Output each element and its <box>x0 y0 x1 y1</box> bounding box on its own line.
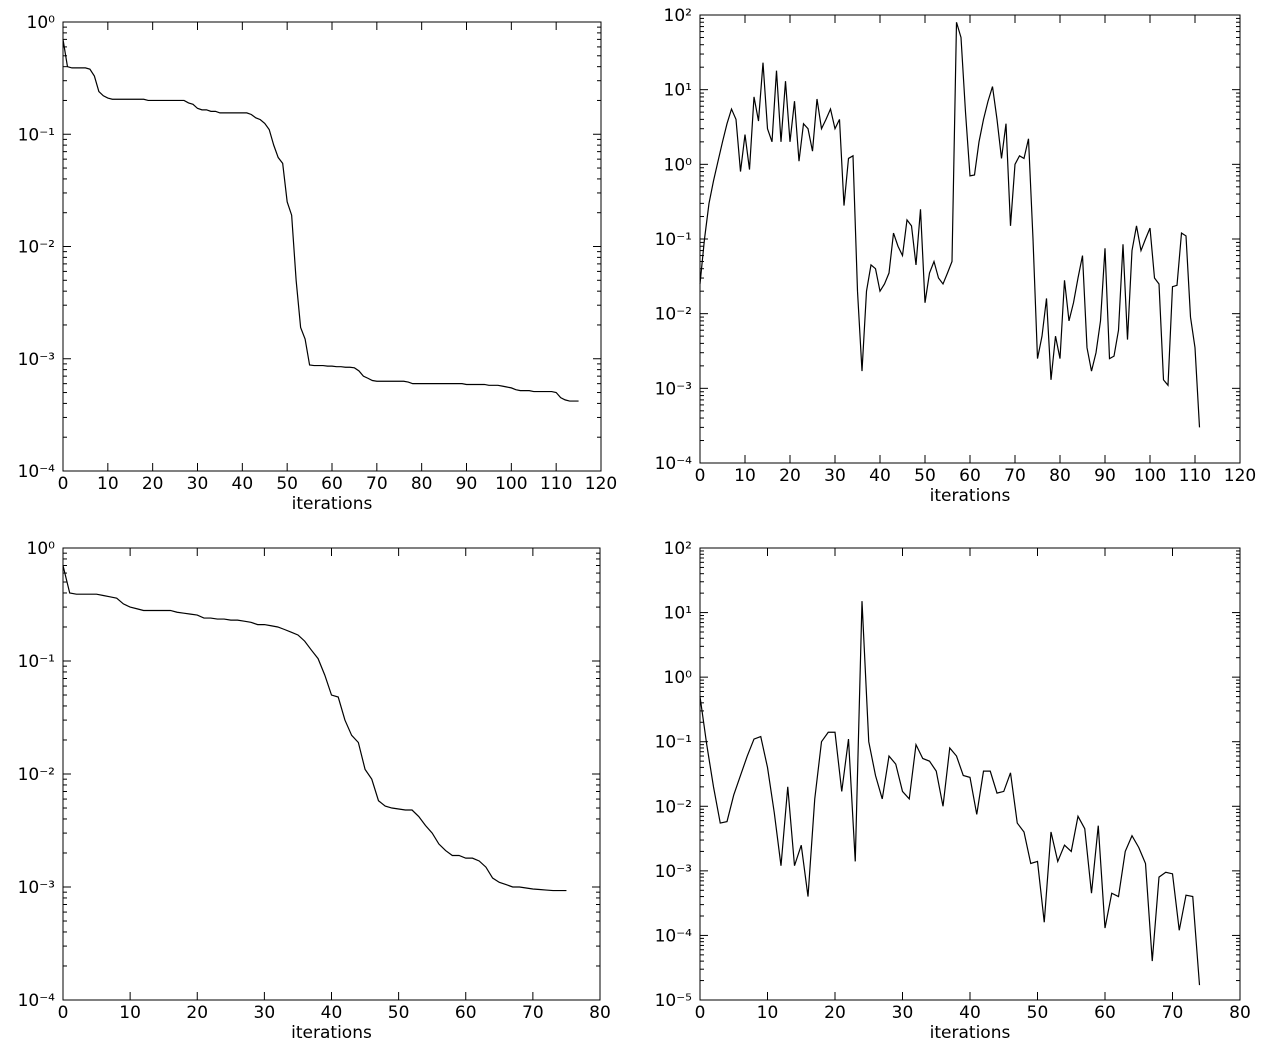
y-tick-label: 10⁰ <box>664 668 693 688</box>
x-tick-label: 0 <box>58 474 69 494</box>
y-tick-label: 10¹ <box>664 604 692 624</box>
y-tick-label: 10⁻² <box>18 765 55 785</box>
y-tick-label: 10⁻¹ <box>18 125 55 145</box>
plot-frame <box>62 547 601 1001</box>
y-tick-label: 10⁻¹ <box>655 733 692 753</box>
x-axis-label: iterations <box>930 1023 1011 1043</box>
x-tick-label: 70 <box>522 1003 544 1023</box>
x-tick-label: 100 <box>1134 466 1166 486</box>
y-tick-label: 10⁰ <box>27 13 56 33</box>
x-tick-label: 60 <box>455 1003 477 1023</box>
x-tick-label: 80 <box>1049 466 1071 486</box>
y-tick-label: 10⁻⁵ <box>655 991 692 1011</box>
x-tick-label: 120 <box>1224 466 1256 486</box>
data-line <box>62 565 567 892</box>
x-tick-label: 40 <box>959 1003 981 1023</box>
y-tick-label: 10⁻⁴ <box>655 926 693 946</box>
y-tick-label: 10⁻⁴ <box>655 454 693 474</box>
panel: 0 10 20 30 40 50 60 70 80 90 100 110 120 10⁻⁴ 10⁻³ 10⁻²… <box>655 6 1257 506</box>
panel: 0 10 20 30 40 50 60 70 80 10⁻⁵ 10⁻⁴ 10⁻³ 10⁻² 10⁻¹ 10⁰… <box>655 539 1251 1043</box>
x-tick-label: 50 <box>388 1003 410 1023</box>
y-tick-label: 10⁻⁴ <box>18 462 56 482</box>
y-tick-label: 10⁻³ <box>655 862 692 882</box>
plot-frame <box>62 21 602 472</box>
x-tick-label: 80 <box>411 474 433 494</box>
y-tick-label: 10¹ <box>664 81 692 101</box>
panel: 0 10 20 30 40 50 60 70 80 90 100 110 120 10⁻⁴ 10⁻³ 10⁻²… <box>18 13 618 514</box>
y-tick-label: 10² <box>664 539 692 559</box>
x-tick-label: 70 <box>1004 466 1026 486</box>
x-tick-label: 40 <box>321 1003 343 1023</box>
x-axis-label: iterations <box>292 494 373 514</box>
x-tick-label: 70 <box>366 474 388 494</box>
x-tick-label: 60 <box>959 466 981 486</box>
y-tick-label: 10⁰ <box>664 155 693 175</box>
y-tick-label: 10⁻² <box>18 238 55 258</box>
data-line <box>699 601 1201 986</box>
y-tick-label: 10⁻³ <box>18 878 55 898</box>
x-tick-label: 0 <box>695 466 706 486</box>
x-tick-label: 80 <box>1229 1003 1251 1023</box>
plot-frame <box>699 547 1241 1001</box>
x-tick-label: 30 <box>187 474 209 494</box>
x-tick-label: 100 <box>495 474 527 494</box>
x-tick-label: 50 <box>914 466 936 486</box>
x-tick-label: 10 <box>757 1003 779 1023</box>
y-tick-label: 10⁰ <box>27 539 56 559</box>
x-axis-label: iterations <box>291 1023 372 1043</box>
x-tick-label: 30 <box>254 1003 276 1023</box>
x-tick-label: 40 <box>869 466 891 486</box>
y-tick-label: 10⁻¹ <box>18 652 55 672</box>
x-tick-label: 20 <box>824 1003 846 1023</box>
x-tick-label: 50 <box>1027 1003 1049 1023</box>
data-line <box>62 39 579 402</box>
x-tick-label: 30 <box>824 466 846 486</box>
y-tick-label: 10⁻⁴ <box>18 991 56 1011</box>
x-tick-label: 20 <box>142 474 164 494</box>
x-tick-label: 10 <box>119 1003 141 1023</box>
y-tick-label: 10⁻² <box>655 305 692 325</box>
panel: 0 10 20 30 40 50 60 70 80 10⁻⁴ 10⁻³ 10⁻² 10⁻¹ 10⁰ iter… <box>18 539 611 1043</box>
x-tick-label: 70 <box>1162 1003 1184 1023</box>
x-tick-label: 30 <box>892 1003 914 1023</box>
x-tick-label: 60 <box>321 474 343 494</box>
y-tick-label: 10⁻³ <box>18 350 55 370</box>
x-tick-label: 90 <box>456 474 478 494</box>
x-tick-label: 90 <box>1094 466 1116 486</box>
plot-frame <box>699 14 1241 464</box>
y-tick-label: 10⁻³ <box>655 379 692 399</box>
x-tick-label: 110 <box>1179 466 1211 486</box>
x-tick-label: 80 <box>589 1003 611 1023</box>
x-tick-label: 120 <box>585 474 617 494</box>
x-tick-label: 40 <box>232 474 254 494</box>
x-tick-label: 20 <box>779 466 801 486</box>
y-tick-label: 10⁻² <box>655 797 692 817</box>
x-tick-label: 10 <box>734 466 756 486</box>
x-tick-label: 50 <box>276 474 298 494</box>
y-tick-label: 10⁻¹ <box>655 230 692 250</box>
y-tick-label: 10² <box>664 6 692 26</box>
x-tick-label: 0 <box>695 1003 706 1023</box>
x-tick-label: 10 <box>97 474 119 494</box>
x-tick-label: 20 <box>186 1003 208 1023</box>
x-tick-label: 60 <box>1094 1003 1116 1023</box>
x-tick-label: 0 <box>58 1003 69 1023</box>
x-tick-label: 110 <box>540 474 572 494</box>
data-line <box>699 22 1201 428</box>
x-axis-label: iterations <box>930 486 1011 506</box>
